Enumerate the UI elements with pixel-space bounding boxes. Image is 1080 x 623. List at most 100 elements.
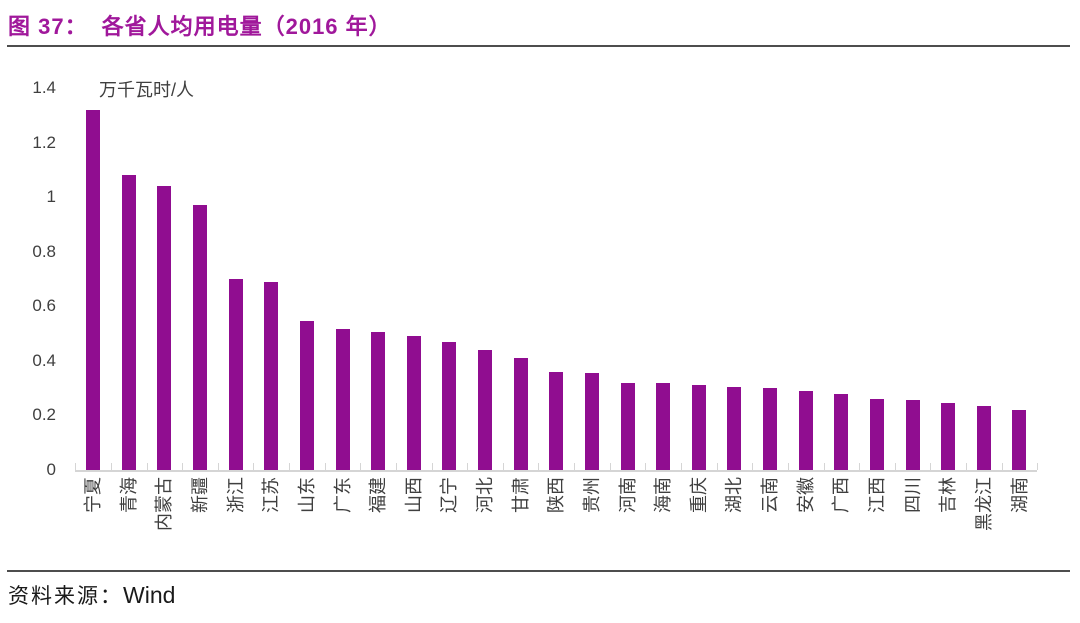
figure-title-text: 各省人均用电量（2016 年） xyxy=(101,14,392,39)
source-label: 资料来源： xyxy=(8,584,123,608)
bar xyxy=(371,332,386,470)
y-axis-tick-label: 0.8 xyxy=(32,241,56,261)
y-axis-tick-label: 0.6 xyxy=(32,296,56,316)
bar xyxy=(299,321,314,470)
x-axis-tick xyxy=(360,463,362,470)
bar xyxy=(691,385,706,470)
bar xyxy=(549,372,564,470)
x-axis-label: 内蒙古 xyxy=(154,477,175,531)
x-axis-tick xyxy=(966,463,968,470)
y-axis-tick-label: 1 xyxy=(46,187,56,207)
x-axis-label: 江苏 xyxy=(261,477,282,513)
footer-divider xyxy=(7,570,1070,572)
x-axis-tick xyxy=(289,463,291,470)
x-axis-tick xyxy=(930,463,932,470)
bar xyxy=(478,350,493,470)
bar xyxy=(869,399,884,470)
bar xyxy=(193,205,207,470)
x-axis-label: 陕西 xyxy=(546,477,567,513)
x-axis-label: 福建 xyxy=(368,477,389,513)
x-axis-tick xyxy=(823,463,825,470)
x-axis-label: 新疆 xyxy=(190,477,211,513)
bar xyxy=(1012,410,1027,470)
x-axis-label: 云南 xyxy=(760,477,781,513)
bar xyxy=(798,391,813,470)
x-axis-label: 山西 xyxy=(403,477,424,513)
x-axis-label: 四川 xyxy=(902,477,923,513)
x-axis-label: 山东 xyxy=(296,477,317,513)
x-axis-label: 安徽 xyxy=(795,477,816,513)
x-axis-label: 河南 xyxy=(617,477,638,513)
x-axis-label: 湖北 xyxy=(724,477,745,513)
y-axis-unit-label: 万千瓦时/人 xyxy=(99,80,195,100)
x-axis-tick xyxy=(395,463,397,470)
x-axis-tick xyxy=(431,463,433,470)
x-axis-tick xyxy=(146,463,148,470)
bar xyxy=(976,406,991,470)
bar xyxy=(335,329,350,470)
bar xyxy=(442,342,457,470)
y-axis-tick-label: 0.4 xyxy=(32,350,56,370)
x-axis-tick xyxy=(894,463,896,470)
y-axis-tick-label: 0.2 xyxy=(32,405,56,425)
bar xyxy=(264,282,279,470)
x-axis-tick xyxy=(787,463,789,470)
x-axis-tick xyxy=(1037,463,1039,470)
bar xyxy=(513,358,528,470)
bar xyxy=(620,383,635,470)
x-axis-tick xyxy=(502,463,504,470)
x-axis-tick xyxy=(574,463,576,470)
x-axis-label: 海南 xyxy=(653,477,674,513)
x-axis-label: 重庆 xyxy=(688,477,709,513)
bar xyxy=(121,175,136,470)
x-axis-label: 贵州 xyxy=(581,477,602,513)
x-axis-tick xyxy=(110,463,112,470)
x-axis-label: 青海 xyxy=(118,477,139,513)
x-axis-label: 辽宁 xyxy=(439,477,460,513)
source-value: Wind xyxy=(123,582,176,608)
bar xyxy=(584,373,599,470)
y-axis-tick-label: 1.4 xyxy=(32,78,56,97)
x-axis-tick xyxy=(609,463,611,470)
source-note: 资料来源：Wind xyxy=(8,580,175,610)
y-axis-tick-label: 0 xyxy=(46,460,56,479)
x-axis-tick xyxy=(538,463,540,470)
bar xyxy=(834,394,849,470)
x-axis-tick xyxy=(1001,463,1003,470)
x-axis-tick xyxy=(645,463,647,470)
bar xyxy=(406,336,421,470)
bar xyxy=(905,400,920,470)
x-axis-tick xyxy=(716,463,718,470)
bar xyxy=(763,388,778,470)
x-axis-line xyxy=(75,470,1038,472)
figure-number: 图 37： xyxy=(8,14,88,39)
x-axis-tick xyxy=(182,463,184,470)
x-axis-tick xyxy=(324,463,326,470)
bar xyxy=(228,279,243,470)
x-axis-label: 江西 xyxy=(866,477,887,513)
x-axis-tick xyxy=(75,463,77,470)
x-axis-tick xyxy=(681,463,682,470)
x-axis-label: 河北 xyxy=(475,477,496,513)
title-divider xyxy=(7,45,1070,47)
x-axis-label: 甘肃 xyxy=(510,477,531,513)
x-axis-tick xyxy=(253,463,255,470)
x-axis-label: 广东 xyxy=(332,477,353,513)
x-axis-label: 黑龙江 xyxy=(973,477,994,531)
bar xyxy=(727,387,742,470)
bar xyxy=(656,383,671,470)
x-axis-tick xyxy=(467,463,469,470)
bar xyxy=(157,186,172,470)
x-axis-label: 浙江 xyxy=(225,477,246,513)
y-axis-tick-label: 1.2 xyxy=(32,132,56,152)
x-axis-label: 宁夏 xyxy=(83,477,104,513)
x-axis-label: 广西 xyxy=(831,477,852,513)
bar xyxy=(941,403,956,470)
x-axis-label: 湖南 xyxy=(1009,477,1030,513)
x-axis-tick xyxy=(217,463,219,470)
x-axis-label: 吉林 xyxy=(938,477,959,513)
x-axis-tick xyxy=(859,463,861,470)
bar xyxy=(86,110,101,470)
